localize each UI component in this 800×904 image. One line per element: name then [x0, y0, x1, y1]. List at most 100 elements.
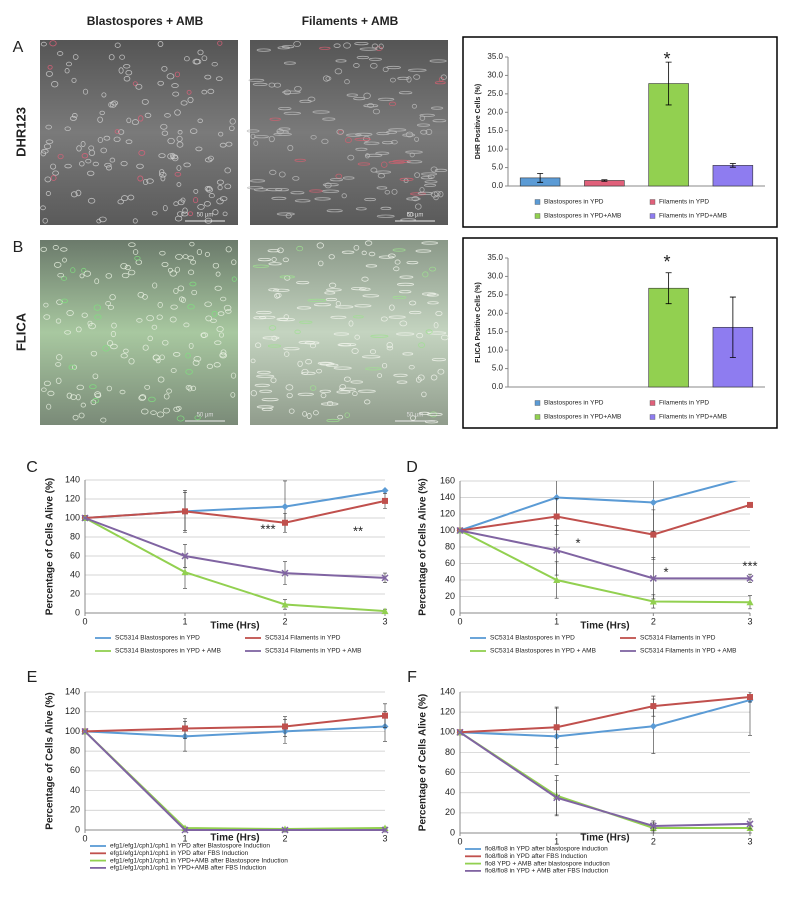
series-line [459, 529, 751, 604]
cell [142, 178, 149, 186]
cell [80, 402, 86, 408]
cell [250, 133, 256, 140]
cell [40, 148, 49, 154]
cell [225, 309, 232, 314]
cell [355, 147, 368, 151]
cell [391, 139, 398, 145]
cell [328, 282, 337, 288]
cell [107, 304, 114, 310]
cell [346, 133, 362, 137]
y-tick-label: 0 [450, 607, 455, 617]
bar [712, 165, 754, 187]
point [181, 568, 189, 576]
cell [64, 126, 71, 131]
x-tick-label: 0 [82, 833, 87, 843]
x-axis-label: Time (Hrs) [580, 621, 629, 632]
legend-label: Filaments in YPD [659, 199, 709, 206]
cell [335, 305, 354, 309]
cell [110, 343, 118, 350]
series-line [84, 730, 385, 831]
cell [144, 112, 152, 119]
y-tick-label: 140 [65, 686, 80, 696]
cell [214, 285, 222, 291]
series-line [459, 696, 751, 734]
point [81, 727, 89, 735]
legend-label: flo8/flo8 in YPD + AMB after FBS Inducti… [485, 868, 609, 875]
cell [410, 192, 426, 196]
cell [328, 254, 335, 260]
cell [358, 389, 376, 393]
cell [426, 412, 443, 416]
cell [380, 161, 388, 168]
cell [421, 292, 437, 296]
x-tick-label: 3 [747, 836, 752, 846]
y-tick-label: 120 [65, 493, 80, 503]
cell [309, 385, 317, 391]
cell [92, 161, 99, 167]
cell [164, 113, 171, 118]
legend-label: Filaments in YPD+AMB [659, 414, 727, 421]
cell [97, 137, 104, 143]
cell [312, 410, 319, 416]
legend-label: SC5314 Blastospores in YPD + AMB [115, 648, 221, 655]
cell [250, 358, 256, 364]
cell [215, 271, 221, 277]
cell [96, 218, 102, 224]
cell [370, 62, 378, 69]
cell [372, 108, 380, 115]
cell [392, 295, 407, 299]
cell [187, 211, 194, 217]
cell [363, 92, 371, 99]
row-label: DHR123 [13, 107, 28, 157]
row-label: FLICA [13, 312, 28, 351]
cell [64, 163, 72, 169]
panel-frame [462, 36, 778, 228]
legend-label: Filaments in YPD+AMB [659, 213, 727, 220]
cell [160, 175, 166, 182]
y-tick-label: 120 [65, 706, 80, 716]
cell [421, 391, 427, 398]
cell [261, 407, 273, 411]
cell [364, 399, 371, 405]
cell [169, 316, 177, 323]
cell [397, 76, 410, 81]
cell [256, 370, 271, 374]
error-bar [601, 179, 608, 182]
point [381, 826, 389, 834]
cell [181, 211, 189, 217]
y-tick-label: 80 [70, 531, 80, 541]
panel-label: C [26, 459, 38, 476]
point [81, 514, 89, 522]
cell [76, 384, 85, 391]
cell [183, 162, 191, 168]
cell [52, 245, 59, 250]
cell [324, 182, 332, 189]
cell [212, 262, 220, 269]
cell [220, 296, 227, 302]
x-tick-label: 1 [182, 833, 187, 843]
point [282, 723, 288, 730]
cell [177, 285, 185, 292]
cell [85, 158, 92, 164]
cell [269, 117, 281, 121]
cell [120, 353, 128, 359]
cell [351, 348, 359, 354]
cell [389, 304, 395, 311]
cell [423, 183, 437, 187]
cell [325, 297, 338, 302]
cell [355, 207, 367, 211]
cell [187, 255, 195, 261]
cell [201, 332, 207, 339]
cell [41, 387, 47, 392]
cell [161, 261, 169, 268]
cell [111, 322, 117, 329]
cell [326, 418, 340, 423]
cell [50, 163, 57, 170]
cell [344, 79, 350, 85]
cell [416, 123, 431, 127]
cell [386, 345, 394, 351]
cell [148, 396, 156, 403]
cell [55, 377, 62, 384]
cell [248, 78, 265, 82]
y-axis-label: DHR Positive Cells (%) [475, 84, 482, 159]
